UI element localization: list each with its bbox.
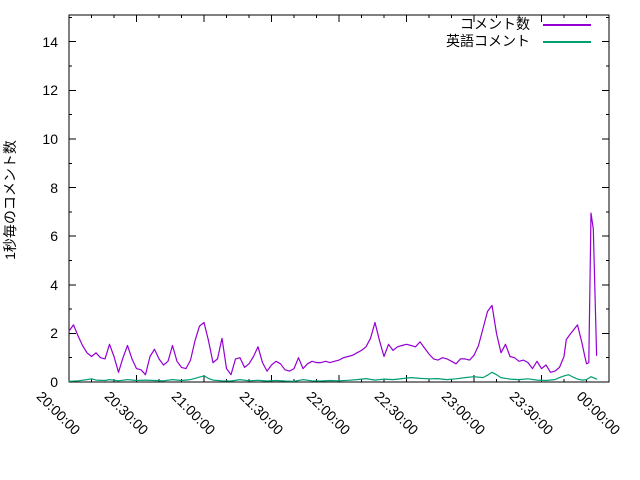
legend: コメント数 英語コメント [446, 16, 591, 50]
y-tick-label: 4 [50, 276, 58, 293]
series-line-0 [68, 212, 598, 376]
legend-label-comments: コメント数 [460, 16, 530, 32]
series-line-1 [68, 371, 598, 382]
y-tick-label: 12 [42, 82, 58, 99]
legend-item-comments: コメント数 [446, 16, 591, 33]
legend-item-english-comments: 英語コメント [446, 33, 591, 50]
y-tick-label: 6 [50, 228, 58, 245]
y-tick-label: 14 [42, 33, 58, 50]
y-tick-label: 2 [50, 325, 58, 342]
y-tick-label: 10 [42, 130, 58, 147]
legend-line-sample-english-comments [543, 40, 591, 43]
legend-line-sample-comments [543, 23, 591, 26]
y-tick-label: 8 [50, 179, 58, 196]
y-tick-label: 0 [50, 374, 58, 390]
legend-label-english-comments: 英語コメント [446, 33, 530, 49]
